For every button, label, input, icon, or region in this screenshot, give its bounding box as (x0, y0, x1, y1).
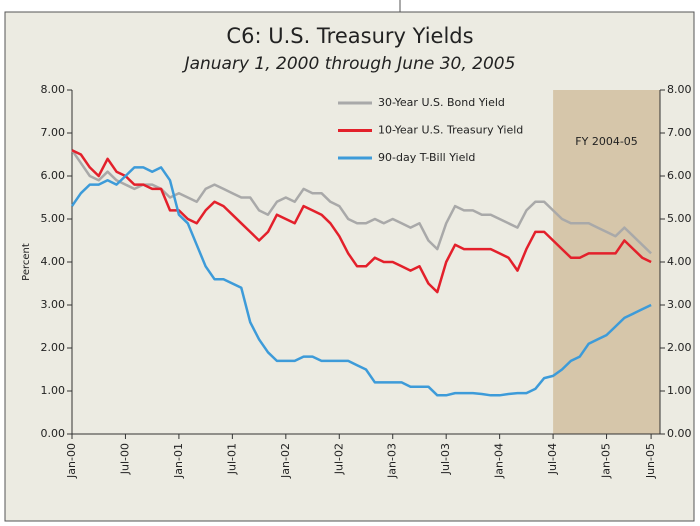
y-tick-label: 1.00 (41, 384, 66, 397)
y-tick-label: 0.00 (41, 427, 66, 440)
y-axis-label: Percent (21, 243, 32, 281)
y2-tick-label: 5.00 (667, 212, 692, 225)
x-tick-label: Jul-02 (332, 443, 345, 475)
y-tick-label: 7.00 (41, 126, 66, 139)
y-tick-label: 3.00 (41, 298, 66, 311)
y-tick-label: 6.00 (41, 169, 66, 182)
chart-subtitle: January 1, 2000 through June 30, 2005 (182, 54, 516, 74)
y-tick-label: 5.00 (41, 212, 66, 225)
legend-label: 10-Year U.S. Treasury Yield (378, 124, 523, 137)
x-tick-label: Jan-05 (600, 443, 613, 479)
x-tick-label: Jan-04 (493, 443, 506, 479)
line-series (70, 166, 652, 397)
line-series (71, 149, 652, 294)
y2-tick-label: 6.00 (667, 169, 692, 182)
x-tick-label: Jul-01 (225, 443, 238, 475)
x-tick-label: Jan-01 (172, 443, 185, 479)
line-series (70, 149, 652, 255)
y-tick-label: 8.00 (41, 83, 66, 96)
y2-tick-label: 4.00 (667, 255, 692, 268)
y2-tick-label: 1.00 (667, 384, 692, 397)
legend-label: 90-day T-Bill Yield (378, 151, 475, 164)
y-tick-label: 2.00 (41, 341, 66, 354)
shaded-region (553, 90, 660, 434)
legend-label: 30-Year U.S. Bond Yield (378, 96, 505, 109)
y2-tick-label: 3.00 (667, 298, 692, 311)
x-tick-label: Jun-05 (644, 443, 657, 479)
y2-tick-label: 8.00 (667, 83, 692, 96)
y2-tick-label: 0.00 (667, 427, 692, 440)
x-tick-label: Jan-03 (386, 443, 399, 479)
shade-label: FY 2004-05 (575, 135, 638, 148)
x-tick-label: Jul-00 (118, 443, 131, 475)
x-tick-label: Jul-04 (546, 443, 559, 475)
y2-tick-label: 7.00 (667, 126, 692, 139)
y2-tick-label: 2.00 (667, 341, 692, 354)
y-tick-label: 4.00 (41, 255, 66, 268)
x-tick-label: Jan-02 (279, 443, 292, 479)
x-tick-label: Jan-00 (65, 443, 78, 479)
chart-title: C6: U.S. Treasury Yields (226, 24, 473, 48)
x-tick-label: Jul-03 (439, 443, 452, 475)
